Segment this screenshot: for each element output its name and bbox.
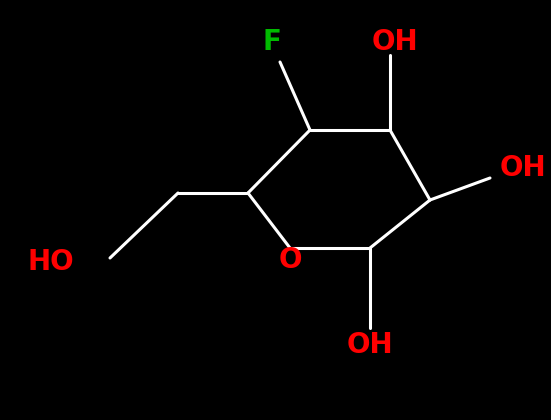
Text: OH: OH	[500, 154, 547, 182]
Text: OH: OH	[347, 331, 393, 359]
Text: HO: HO	[28, 248, 74, 276]
Text: OH: OH	[372, 28, 418, 56]
Text: O: O	[278, 246, 302, 274]
Text: F: F	[263, 28, 282, 56]
